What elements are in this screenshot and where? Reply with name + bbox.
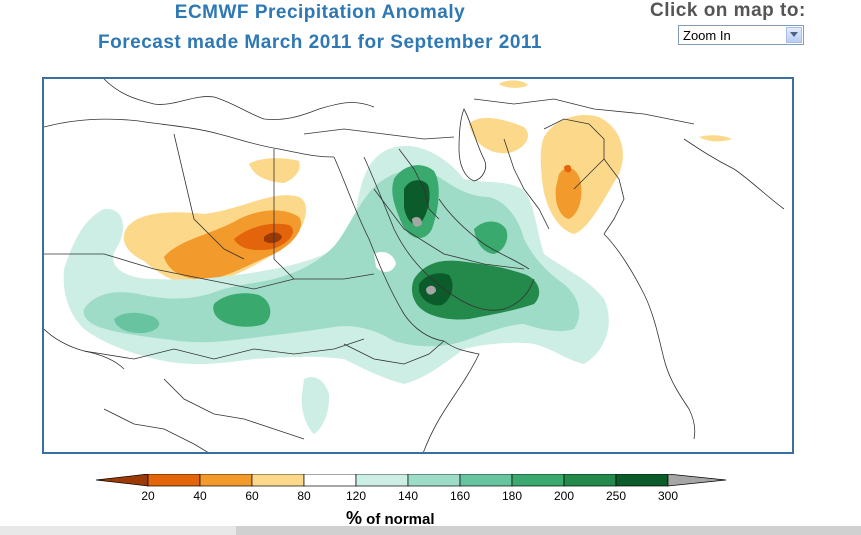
click-action-label: Click on map to: [650, 0, 806, 21]
border-algeria-libya [173, 133, 245, 260]
legend-swatch-120-140 [355, 474, 409, 487]
country-outlines [44, 79, 785, 452]
dry-region-bay [699, 135, 732, 142]
page-subtitle: Forecast made March 2011 for September 2… [98, 32, 542, 53]
legend-swatch-200-250 [563, 474, 617, 487]
coastline-india [603, 138, 785, 440]
legend-tick: 200 [554, 489, 574, 503]
color-scale-legend: 20 40 60 80 120 140 160 180 200 250 300 [96, 474, 727, 503]
border-ethiopia [343, 340, 445, 365]
chevron-down-icon[interactable] [786, 27, 802, 43]
legend-tick: 140 [398, 489, 418, 503]
legend-unit-label: % of normal [346, 508, 435, 529]
legend-swatch-20-40 [147, 474, 201, 487]
wet-region-iraq-core [404, 180, 430, 225]
legend-tick: 180 [502, 489, 522, 503]
dry-region-sahara-peak [264, 232, 282, 244]
border-central-africa [83, 338, 365, 360]
wet-region-white-gap [374, 252, 396, 272]
border-iran-east [503, 138, 550, 230]
legend-tick: 120 [346, 489, 366, 503]
legend-tick: 300 [658, 489, 678, 503]
border-afghanistan [543, 118, 605, 190]
dry-region-pakistan-core [564, 164, 572, 173]
wet-region-iraq-max [412, 216, 422, 227]
coastline-caspian [458, 108, 487, 182]
border-saudi [373, 188, 525, 270]
dry-region-pakistan [555, 167, 582, 219]
coastline-europe [103, 79, 375, 120]
legend-left-arrow [96, 474, 149, 487]
legend-swatch-180-200 [511, 474, 565, 487]
legend-tick: 60 [245, 489, 259, 503]
legend-tick: 20 [141, 489, 155, 503]
legend-right-arrow [667, 474, 727, 487]
map-action-select[interactable]: Zoom In [678, 25, 804, 45]
border-south [163, 378, 305, 440]
wet-anomaly-regions [63, 145, 609, 434]
wet-region-sahel-darker [114, 312, 160, 334]
legend-unit-text: of normal [362, 511, 435, 528]
dry-region-kazakh [499, 80, 528, 88]
page-title: ECMWF Precipitation Anomaly [174, 2, 466, 23]
dry-region-afghan [540, 115, 623, 234]
coastline-gulf [438, 198, 530, 270]
legend-unit-symbol: % [346, 508, 363, 528]
border-central-asia [473, 98, 695, 125]
legend-swatch-160-180 [459, 474, 513, 487]
coastline-north-africa [44, 118, 335, 158]
wet-region-chad [213, 293, 271, 327]
legend-swatch-140-160 [407, 474, 461, 487]
dry-region-sahara-core [234, 223, 293, 251]
wet-region-arabia-max [426, 285, 436, 295]
border-iraq-iran [398, 148, 440, 220]
coastline-red-sea [333, 156, 445, 342]
wet-region-somalia [301, 377, 330, 434]
border-pakistan-india [603, 158, 625, 235]
dry-region-caspian [469, 117, 529, 154]
border-sahel-line [44, 253, 375, 290]
legend-swatch-80-120 [303, 474, 357, 487]
legend-tick: 160 [450, 489, 470, 503]
map-action-selected-value: Zoom In [683, 28, 731, 43]
precipitation-anomaly-map[interactable] [42, 77, 794, 454]
legend-swatch-40-60 [199, 474, 253, 487]
legend-tick: 40 [193, 489, 207, 503]
border-turkey [303, 128, 455, 140]
coastline-horn [423, 340, 480, 452]
legend-tick: 250 [606, 489, 626, 503]
border-south-2 [103, 408, 209, 452]
legend-tick: 80 [297, 489, 311, 503]
bottom-scrollbar[interactable] [0, 526, 861, 535]
scrollbar-thumb[interactable] [236, 526, 861, 535]
legend-swatch-60-80 [251, 474, 305, 487]
wet-region-iran [474, 221, 508, 254]
map-canvas [44, 79, 785, 452]
legend-swatch-250-300 [615, 474, 669, 487]
border-libya-egypt [273, 149, 295, 280]
coastline-arabia [363, 156, 535, 311]
